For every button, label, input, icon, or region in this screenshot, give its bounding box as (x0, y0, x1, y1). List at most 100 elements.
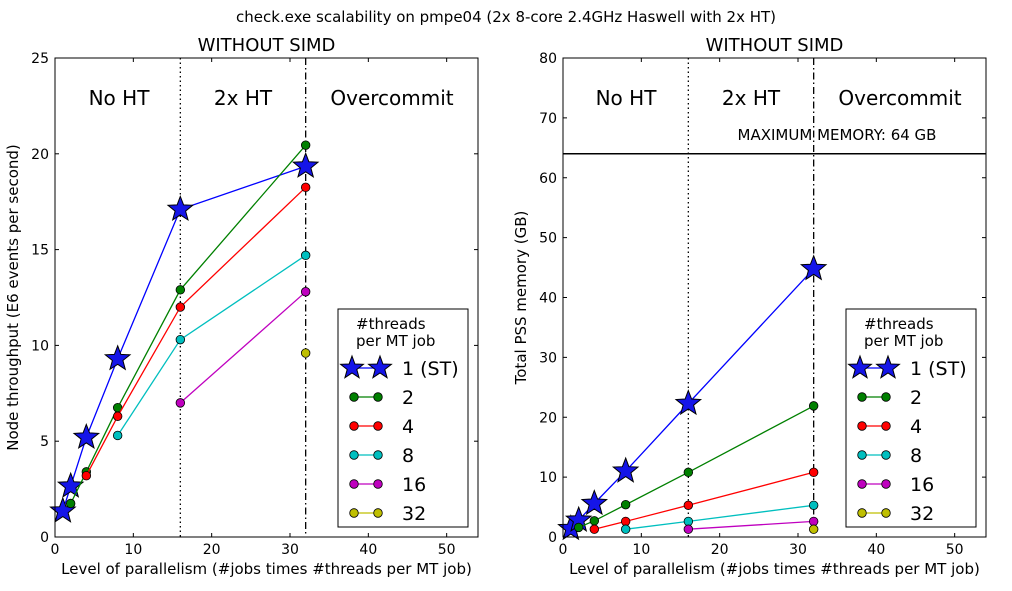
series-line-8 (117, 254, 307, 436)
data-point (589, 516, 600, 526)
y-tick-label: 20 (539, 410, 557, 426)
data-point (808, 524, 819, 534)
legend-marker (373, 392, 383, 402)
legend-marker (881, 508, 891, 518)
y-tick-label: 0 (40, 530, 49, 546)
legend-marker (881, 479, 891, 489)
data-point (65, 498, 76, 509)
legend-title-line2: per MT job (356, 332, 435, 350)
x-axis-label: Level of parallelism (#jobs times #threa… (61, 560, 472, 578)
legend-marker (367, 354, 393, 379)
x-tick-label: 10 (124, 542, 142, 558)
series-line-8 (625, 504, 814, 530)
region-label-2x-ht: 2x HT (722, 86, 781, 110)
series-8 (112, 250, 311, 441)
series-line-16 (179, 291, 307, 404)
legend-label-8: 8 (402, 445, 414, 467)
series-8 (620, 500, 819, 534)
data-point (81, 470, 92, 481)
legend-label-2: 2 (402, 387, 414, 409)
y-tick-label: 80 (539, 51, 557, 67)
chart-memory: WITHOUT SIMD 0 10 20 30 40 50 0 10 20 30 40 50 60 70 80… (512, 35, 987, 578)
y-tick-label: 70 (539, 111, 557, 127)
data-point (683, 516, 694, 527)
x-axis-label: Level of parallelism (#jobs times #threa… (569, 560, 980, 578)
data-point-star (56, 471, 85, 498)
legend-marker (881, 421, 891, 431)
legend-marker (857, 479, 867, 489)
legend-marker (857, 392, 867, 402)
legend: #threads per MT job 1 (ST) 2 4 8 16 32 (337, 308, 469, 528)
legend-label-2: 2 (910, 387, 922, 409)
x-tick-label: 40 (867, 542, 885, 558)
legend-marker (373, 450, 383, 460)
y-tick-label: 30 (539, 350, 557, 366)
plot-frame (54, 57, 479, 538)
legend-label-16: 16 (402, 474, 426, 496)
x-tick-label: 30 (789, 542, 807, 558)
legend-marker (373, 479, 383, 489)
data-point (175, 285, 186, 295)
data-point (300, 287, 311, 297)
data-point-star (72, 422, 101, 450)
data-point (589, 524, 600, 534)
data-point (620, 516, 631, 527)
data-point (300, 140, 311, 150)
legend-marker (373, 421, 383, 431)
data-point (683, 524, 694, 534)
series-line-16 (688, 520, 814, 530)
legend-marker (339, 354, 365, 379)
series-16 (683, 516, 819, 534)
legend-marker (349, 450, 359, 460)
legend-title: #threads (356, 315, 426, 333)
legend-marker (349, 392, 359, 402)
data-point (175, 302, 186, 312)
y-tick-label: 0 (548, 530, 557, 546)
data-point (620, 499, 631, 510)
legend-label-16: 16 (910, 474, 934, 496)
region-label-overcommit: Overcommit (838, 86, 961, 110)
region-label-no-ht: No HT (596, 86, 658, 110)
data-point (175, 334, 186, 345)
series-16 (175, 287, 311, 408)
legend-title-line2: per MT job (864, 332, 943, 350)
series-line-4 (594, 471, 814, 530)
region-label-no-ht: No HT (89, 86, 151, 110)
legend-box (845, 308, 977, 528)
legend-box (337, 308, 469, 528)
legend-marker (857, 508, 867, 518)
series-line-2 (70, 144, 307, 504)
data-point-star (580, 489, 609, 516)
data-point (683, 500, 694, 510)
x-tick-label: 10 (632, 542, 650, 558)
data-point-star (674, 389, 703, 416)
legend-marker (349, 479, 359, 489)
data-point (300, 250, 311, 261)
legend-marker (349, 421, 359, 431)
data-point (300, 182, 311, 193)
legend-label-32: 32 (910, 503, 934, 525)
y-tick-label: 15 (31, 243, 49, 259)
x-tick-label: 20 (203, 542, 221, 558)
legend-marker (881, 450, 891, 460)
legend-marker (857, 450, 867, 460)
data-point (808, 467, 819, 478)
legend-marker (857, 421, 867, 431)
figure-title: check.exe scalability on pmpe04 (2x 8-co… (236, 8, 776, 26)
y-tick-label: 10 (31, 338, 49, 354)
series-4 (589, 467, 819, 534)
x-tick-label: 30 (281, 542, 299, 558)
max-memory-label: MAXIMUM MEMORY: 64 GB (738, 126, 937, 144)
chart-throughput: WITHOUT SIMD 0 10 20 30 40 50 0 5 10 15 20 25 Level o… (4, 35, 479, 578)
series-line-4 (85, 186, 307, 477)
y-tick-label: 10 (539, 470, 557, 486)
data-point (175, 398, 186, 408)
y-tick-label: 60 (539, 171, 557, 187)
legend-label-8: 8 (910, 445, 922, 467)
legend: #threads per MT job 1 (ST) 2 4 8 16 32 (845, 308, 977, 528)
data-point (112, 430, 123, 441)
y-axis-label: Total PSS memory (GB) (512, 211, 530, 386)
chart-title: WITHOUT SIMD (706, 35, 844, 56)
data-point (808, 516, 819, 527)
